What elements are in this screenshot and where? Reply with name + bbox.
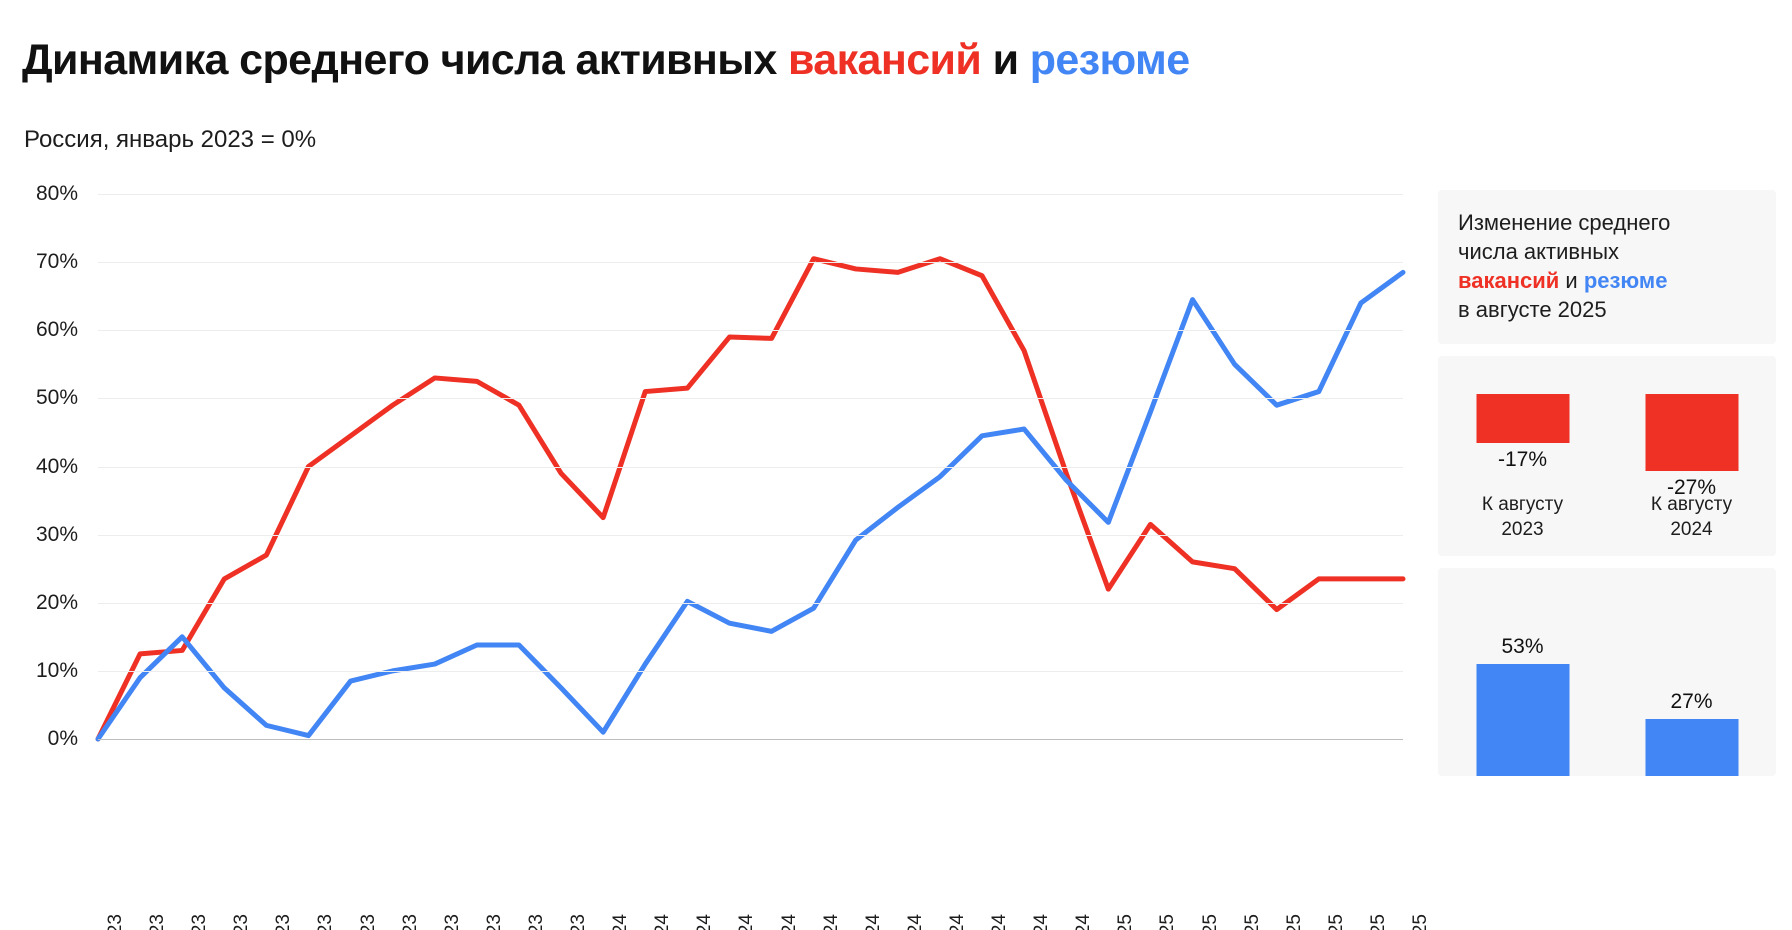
x-axis-tick-label: фев.24 [652, 914, 674, 930]
y-axis-tick-label: 0% [47, 727, 78, 750]
resumes-bar-panel: 53% 27% [1438, 568, 1776, 776]
vacancies-bar-panel: -17% К августу 2023 -27% К августу 2024 [1438, 356, 1776, 556]
x-axis-tick-label: авг.23 [400, 914, 422, 930]
summary-panels: Изменение среднего числа активных ваканс… [1438, 190, 1776, 788]
x-axis-tick-label: фев.23 [147, 914, 169, 930]
heading-resumes: резюме [1583, 268, 1668, 293]
bar-caption-line-2: 2024 [1670, 519, 1713, 540]
grid-line [98, 330, 1403, 332]
bar-value-label: 27% [1670, 690, 1713, 714]
x-axis-tick-label: фев.25 [1157, 914, 1179, 930]
x-axis-tick-label: июл.25 [1368, 914, 1390, 930]
x-axis-tick-label: авг.25 [1410, 914, 1432, 930]
x-axis-tick-label: окт.23 [484, 914, 506, 930]
bar-caption: К августу 2023 [1482, 492, 1563, 542]
x-axis-tick-label: дек.23 [568, 914, 590, 930]
y-axis-tick-label: 30% [35, 522, 78, 546]
heading-line-1: Изменение среднего [1458, 210, 1671, 235]
bar-caption-line-1: К августу [1481, 494, 1564, 515]
x-axis-tick-label: май.24 [779, 914, 801, 930]
line-chart: 0% 10% 20% 30% 40% 50% 60% 70% 80% янв.23 фев.23 м… [0, 180, 1431, 930]
heading-line-2: числа активных [1458, 239, 1620, 264]
heading-line-4: в августе 2025 [1458, 297, 1607, 322]
series-line-резюме [95, 269, 1406, 742]
x-axis-tick-label: мар.23 [189, 914, 211, 930]
bar-group: -17% К августу 2023 [1438, 356, 1607, 556]
x-axis-tick-label: янв.24 [610, 914, 632, 930]
y-axis-tick-label: 80% [35, 182, 78, 205]
x-axis-tick-label: июн.23 [315, 914, 337, 930]
grid-line [98, 739, 1403, 740]
bar-with-label: 53% [1476, 635, 1569, 776]
bar-caption: К августу 2024 [1651, 492, 1732, 542]
x-axis-tick-label: дек.24 [1073, 914, 1095, 930]
grid-line [98, 670, 1403, 672]
heading-and: и [1559, 268, 1584, 293]
x-axis-tick-label: сен.23 [442, 914, 464, 930]
grid-line [98, 194, 1403, 195]
bar-value-label: -27% [1666, 476, 1717, 500]
summary-heading-panel: Изменение среднего числа активных ваканс… [1438, 190, 1776, 344]
bar-value-label: 53% [1501, 635, 1544, 659]
bar-rect [1476, 394, 1569, 443]
bar-group: 53% [1438, 568, 1607, 776]
x-axis-tick-label: мар.25 [1200, 914, 1222, 930]
series-line-вакансий [95, 256, 1406, 742]
heading-line-3: вакансий и резюме [1458, 266, 1756, 295]
y-axis-tick-label: 70% [35, 250, 78, 274]
bar-with-label: -27% [1645, 394, 1738, 500]
x-axis-tick-label: июн.24 [821, 914, 843, 930]
series-lines [95, 256, 1406, 742]
x-axis-tick-label: апр.24 [736, 914, 758, 930]
title-highlight-vacancies: вакансий [788, 36, 982, 84]
bar-group: 27% [1607, 568, 1776, 776]
bar-caption-line-2: 2023 [1501, 519, 1544, 540]
page-title: Динамика среднего числа активных ваканси… [22, 36, 1190, 85]
x-axis-tick-label: июл.24 [863, 914, 885, 930]
grid-line [98, 398, 1403, 400]
bar-rect [1645, 719, 1738, 776]
title-part1: Динамика среднего числа активных [22, 36, 789, 84]
grid-line [98, 466, 1403, 468]
x-axis-tick-label: май.23 [273, 914, 295, 930]
x-axis-tick-label: ноя.23 [526, 914, 548, 930]
x-axis-tick-label: янв.25 [1115, 914, 1137, 930]
x-axis-tick-label: апр.25 [1242, 914, 1264, 930]
title-conjunction: и [981, 36, 1030, 84]
bar-with-label: 27% [1645, 690, 1738, 776]
y-axis-tick-label: 50% [35, 386, 78, 410]
bar-caption-line-1: К августу [1650, 494, 1733, 515]
y-axis-tick-label: 60% [35, 318, 78, 342]
bar-rect [1645, 394, 1738, 472]
y-axis-tick-label: 20% [35, 590, 78, 614]
summary-heading: Изменение среднего числа активных ваканс… [1438, 190, 1776, 344]
x-axis-tick-label: янв.23 [105, 914, 127, 930]
x-axis-tick-label: апр.23 [231, 914, 253, 930]
y-axis-tick-label: 10% [35, 658, 78, 682]
grid-line [98, 262, 1403, 264]
y-axis-tick-label: 40% [35, 454, 78, 478]
heading-vacancies: вакансий [1458, 268, 1560, 293]
grid-line [98, 534, 1403, 536]
x-axis-tick-label: май.25 [1284, 914, 1306, 930]
bar-group: -27% К августу 2024 [1607, 356, 1776, 556]
x-axis-tick-label: июл.23 [358, 914, 380, 930]
x-axis-labels: янв.23 фев.23 мар.23 апр.23 май.23 июн.23 июл.… [98, 746, 1431, 930]
bar-rect [1476, 664, 1569, 776]
title-highlight-resumes: резюме [1029, 36, 1190, 84]
grid-line [98, 602, 1403, 604]
x-axis-tick-label: июн.25 [1326, 914, 1348, 930]
x-axis-tick-label: сен.24 [947, 914, 969, 930]
x-axis-tick-label: окт.24 [989, 914, 1011, 930]
x-axis-tick-label: ноя.24 [1031, 914, 1053, 930]
page-subtitle: Россия, январь 2023 = 0% [24, 126, 317, 153]
plot-area: 0% 10% 20% 30% 40% 50% 60% 70% 80% [36, 182, 1406, 750]
x-axis-tick-label: мар.24 [694, 914, 716, 930]
bar-value-label: -17% [1497, 447, 1548, 471]
x-axis-tick-label: авг.24 [905, 914, 927, 930]
bar-with-label: -17% [1476, 394, 1569, 472]
